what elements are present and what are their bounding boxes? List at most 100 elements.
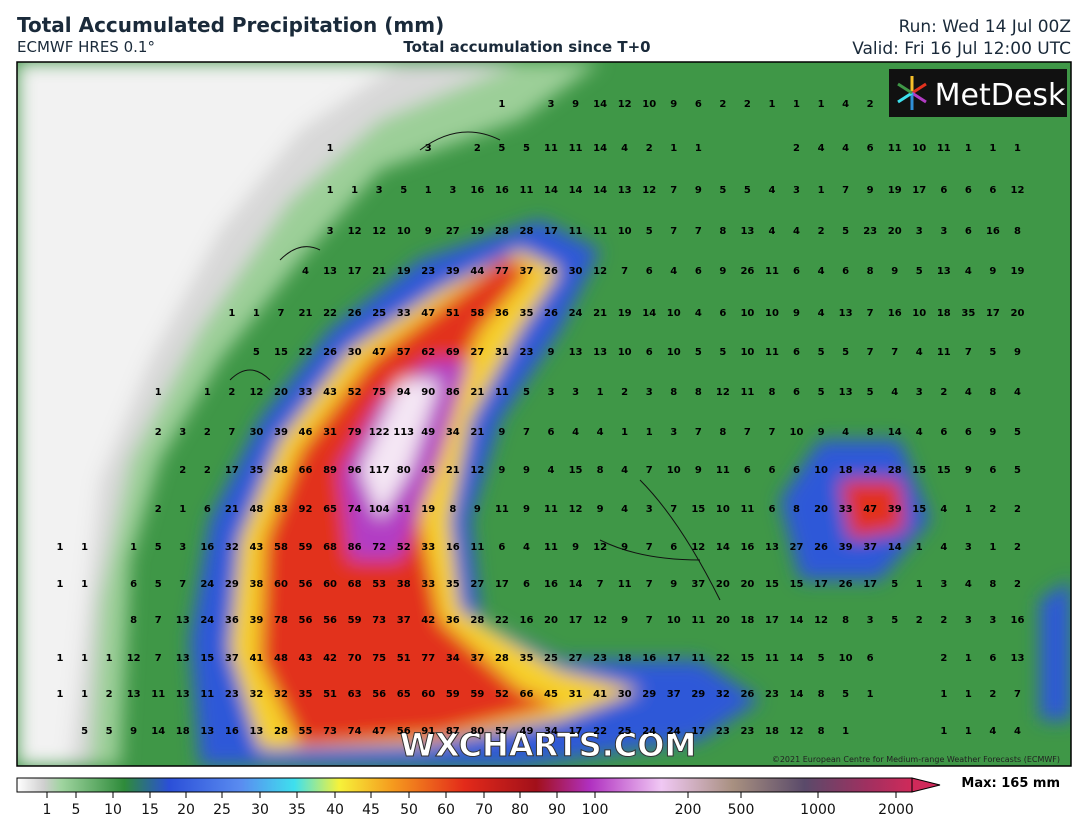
precip-value: 3 (179, 427, 186, 438)
precip-value: 16 (495, 185, 509, 196)
precip-value: 27 (446, 226, 460, 237)
precip-value: 22 (716, 653, 730, 664)
precip-value: 21 (446, 465, 460, 476)
precip-value: 43 (299, 653, 313, 664)
precip-value: 60 (323, 579, 337, 590)
precip-value: 15 (200, 653, 214, 664)
watermark: WXCHARTS.COM (400, 726, 697, 764)
precip-value: 1 (253, 308, 260, 319)
precip-value: 10 (667, 347, 681, 358)
precip-value: 5 (719, 185, 726, 196)
precip-value: 28 (519, 226, 533, 237)
precip-value: 7 (155, 653, 162, 664)
precip-value: 2 (474, 143, 481, 154)
precip-value: 9 (621, 542, 628, 553)
precip-value: 11 (765, 266, 779, 277)
precip-value: 9 (719, 266, 726, 277)
precip-value: 2 (106, 689, 113, 700)
precip-value: 8 (842, 615, 849, 626)
precip-value: 32 (716, 689, 730, 700)
precip-value: 13 (937, 266, 951, 277)
precip-value: 15 (691, 504, 705, 515)
precip-value: 58 (470, 308, 484, 319)
precip-value: 8 (719, 427, 726, 438)
precip-value: 74 (348, 504, 362, 515)
precip-value: 10 (740, 308, 754, 319)
precip-value: 5 (498, 143, 505, 154)
precip-value: 7 (867, 308, 874, 319)
precip-value: 8 (989, 579, 996, 590)
precip-value: 5 (891, 615, 898, 626)
precip-value: 1 (965, 143, 972, 154)
precip-value: 15 (790, 579, 804, 590)
precip-value: 1 (81, 579, 88, 590)
precip-value: 17 (986, 308, 1000, 319)
precip-value: 94 (397, 387, 411, 398)
precip-value: 10 (814, 465, 828, 476)
precip-value: 4 (842, 427, 849, 438)
precip-value: 3 (425, 143, 432, 154)
precip-value: 5 (523, 143, 530, 154)
precip-value: 83 (274, 504, 288, 515)
precip-value: 37 (863, 542, 877, 553)
precip-value: 24 (863, 465, 877, 476)
precip-value: 6 (793, 387, 800, 398)
value-grid: 1 3 9 14 12 10 9 6 2 2 1 1 1 4 21 3 2 5 5 11 11 14 4 2 1 1 2 4 4 6 11 1… (57, 99, 1025, 737)
precip-value: 6 (744, 465, 751, 476)
subtitle: Total accumulation since T+0 (403, 38, 650, 56)
precip-value: 6 (548, 427, 555, 438)
precip-value: 56 (299, 615, 313, 626)
precip-value: 69 (446, 347, 460, 358)
precip-value: 7 (768, 427, 775, 438)
precip-value: 28 (495, 226, 509, 237)
precip-value: 1 (81, 653, 88, 664)
precip-value: 6 (989, 185, 996, 196)
precip-value: 28 (888, 465, 902, 476)
precip-value: 26 (348, 308, 362, 319)
precip-value: 51 (397, 504, 411, 515)
precip-value: 36 (446, 615, 460, 626)
precip-value: 19 (397, 266, 411, 277)
precip-value: 4 (695, 308, 702, 319)
precip-value: 11 (691, 653, 705, 664)
precip-value: 9 (670, 579, 677, 590)
precip-value: 6 (965, 226, 972, 237)
precip-value: 3 (179, 542, 186, 553)
colorbar-tick-label: 45 (362, 802, 380, 818)
precip-value: 20 (274, 387, 288, 398)
precip-value: 3 (916, 387, 923, 398)
precip-value: 16 (642, 653, 656, 664)
precip-value: 11 (470, 542, 484, 553)
precip-value: 5 (744, 185, 751, 196)
precip-value: 13 (176, 615, 190, 626)
precip-value: 1 (842, 726, 849, 737)
precip-value: 2 (867, 99, 874, 110)
precip-value: 31 (569, 689, 583, 700)
precip-value: 7 (670, 504, 677, 515)
precip-value: 3 (916, 226, 923, 237)
precip-value: 14 (790, 689, 804, 700)
colorbar-tick-label: 70 (475, 802, 493, 818)
precip-value: 7 (695, 226, 702, 237)
precip-value: 26 (740, 689, 754, 700)
colorbar-tick-label: 500 (728, 802, 755, 818)
precip-value: 7 (891, 347, 898, 358)
precip-value: 16 (888, 308, 902, 319)
precip-value: 20 (1010, 308, 1024, 319)
precip-value: 104 (369, 504, 390, 515)
precip-value: 47 (421, 308, 435, 319)
precip-value: 77 (495, 266, 509, 277)
precip-value: 14 (569, 579, 583, 590)
precip-value: 14 (790, 653, 804, 664)
precip-value: 59 (299, 542, 313, 553)
precip-value: 11 (765, 347, 779, 358)
precip-value: 113 (393, 427, 414, 438)
model: ECMWF HRES 0.1° (17, 38, 155, 56)
precip-value: 2 (155, 504, 162, 515)
precip-value: 30 (348, 347, 362, 358)
precip-value: 12 (642, 185, 656, 196)
precip-value: 28 (274, 726, 288, 737)
precip-value: 2 (204, 465, 211, 476)
colorbar-arrow (911, 777, 941, 793)
precip-value: 1 (670, 143, 677, 154)
